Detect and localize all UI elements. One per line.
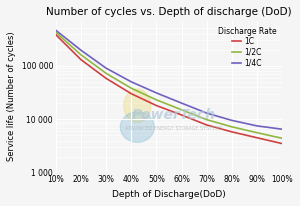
Text: PowerTech: PowerTech: [131, 108, 215, 122]
1C: [104, 77, 108, 80]
Legend: 1C, 1/2C, 1/4C: 1C, 1/2C, 1/4C: [215, 24, 278, 69]
1/2C: [104, 72, 108, 75]
1/2C: [230, 126, 234, 128]
1/2C: [130, 87, 133, 89]
Ellipse shape: [120, 112, 154, 142]
1/4C: [79, 49, 83, 52]
1C: [180, 114, 183, 116]
1/4C: [255, 125, 259, 127]
1/4C: [230, 119, 234, 122]
1C: [255, 137, 259, 139]
1C: [130, 92, 133, 95]
1/2C: [180, 109, 183, 111]
1/4C: [154, 92, 158, 94]
Line: 1C: 1C: [56, 35, 282, 144]
1/2C: [280, 137, 284, 139]
1/2C: [205, 118, 208, 121]
Line: 1/4C: 1/4C: [56, 30, 282, 129]
Title: Number of cycles vs. Depth of discharge (DoD): Number of cycles vs. Depth of discharge …: [46, 7, 292, 17]
Y-axis label: Service life (Number of cycles): Service life (Number of cycles): [7, 32, 16, 162]
Text: ADVANCED ENERGY STORAGE SYSTEMS: ADVANCED ENERGY STORAGE SYSTEMS: [125, 126, 222, 131]
1/4C: [280, 128, 284, 130]
1/4C: [205, 112, 208, 114]
Ellipse shape: [124, 89, 151, 123]
1C: [205, 124, 208, 126]
1/2C: [154, 99, 158, 101]
1/4C: [180, 102, 183, 104]
1C: [54, 33, 58, 36]
1C: [154, 104, 158, 107]
1/4C: [104, 67, 108, 69]
1/2C: [255, 131, 259, 134]
1/4C: [130, 81, 133, 83]
1C: [79, 58, 83, 61]
1/2C: [79, 54, 83, 56]
1C: [230, 131, 234, 133]
1/4C: [54, 29, 58, 32]
Line: 1/2C: 1/2C: [56, 32, 282, 138]
1C: [280, 142, 284, 145]
X-axis label: Depth of Discharge(DoD): Depth of Discharge(DoD): [112, 190, 226, 199]
1/2C: [54, 31, 58, 34]
